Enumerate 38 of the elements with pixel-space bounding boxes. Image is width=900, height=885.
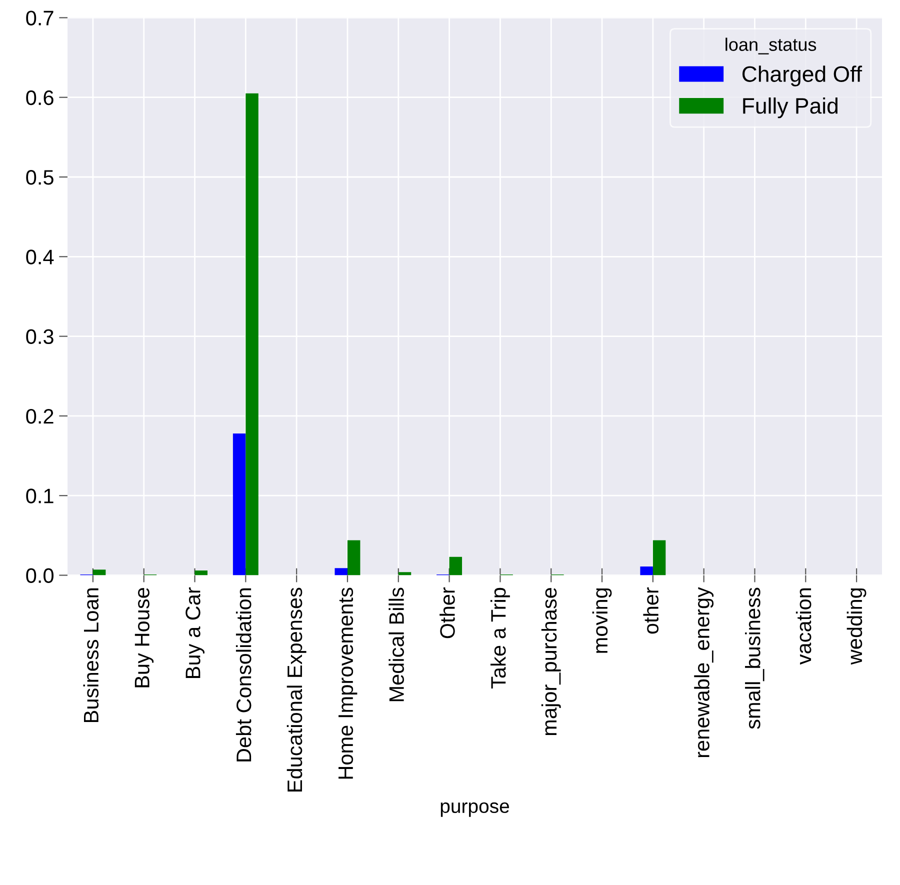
legend-label: Fully Paid <box>743 97 838 118</box>
x-tick-label: Medical Bills <box>388 588 404 702</box>
x-tick-label: Take a Trip <box>490 588 510 688</box>
y-tick-label: 0.5 <box>26 170 54 185</box>
x-tick-label: Other <box>440 587 455 638</box>
bar <box>398 572 412 576</box>
x-axis-title: purpose <box>440 802 510 817</box>
x-tick-label: Buy House <box>134 588 154 688</box>
y-tick-label: 0.7 <box>26 10 54 26</box>
x-tick-label: Debt Consolidation <box>236 588 252 762</box>
x-tick-label: major_purchase <box>541 588 561 736</box>
y-tick-label: 0.1 <box>26 488 54 504</box>
x-tick-label: wedding <box>846 588 866 665</box>
x-tick-label: small_business <box>745 588 764 729</box>
legend-title: loan_status <box>726 38 816 54</box>
x-tick-label: renewable_energy <box>694 587 714 758</box>
bar <box>334 568 348 576</box>
bar <box>232 433 246 576</box>
x-tick-label: vacation <box>796 588 812 665</box>
y-tick-label: 0.3 <box>26 329 54 344</box>
x-tick-label: Educational Expenses <box>286 588 306 792</box>
bar <box>194 570 208 576</box>
y-tick-label: 0.0 <box>26 568 54 584</box>
bar <box>640 566 653 576</box>
x-tick-label: Business Loan <box>83 588 99 722</box>
y-tick-label: 0.6 <box>26 90 54 106</box>
bar <box>449 556 462 576</box>
x-tick-label: Buy a Car <box>186 587 204 678</box>
x-tick-label: moving <box>592 588 612 653</box>
bar <box>246 93 258 576</box>
legend-label: Charged Off <box>742 66 862 86</box>
bar <box>92 570 106 576</box>
bar <box>347 540 360 576</box>
x-tick-label: Home Improvements <box>338 588 358 779</box>
x-tick-label: other <box>643 587 659 634</box>
y-tick-label: 0.4 <box>26 250 54 264</box>
bar <box>652 540 666 576</box>
y-tick-label: 0.2 <box>26 408 54 424</box>
